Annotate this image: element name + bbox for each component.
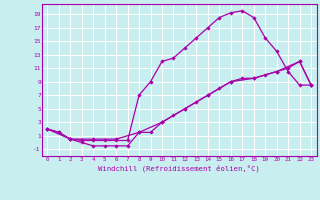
X-axis label: Windchill (Refroidissement éolien,°C): Windchill (Refroidissement éolien,°C) [98,164,260,172]
